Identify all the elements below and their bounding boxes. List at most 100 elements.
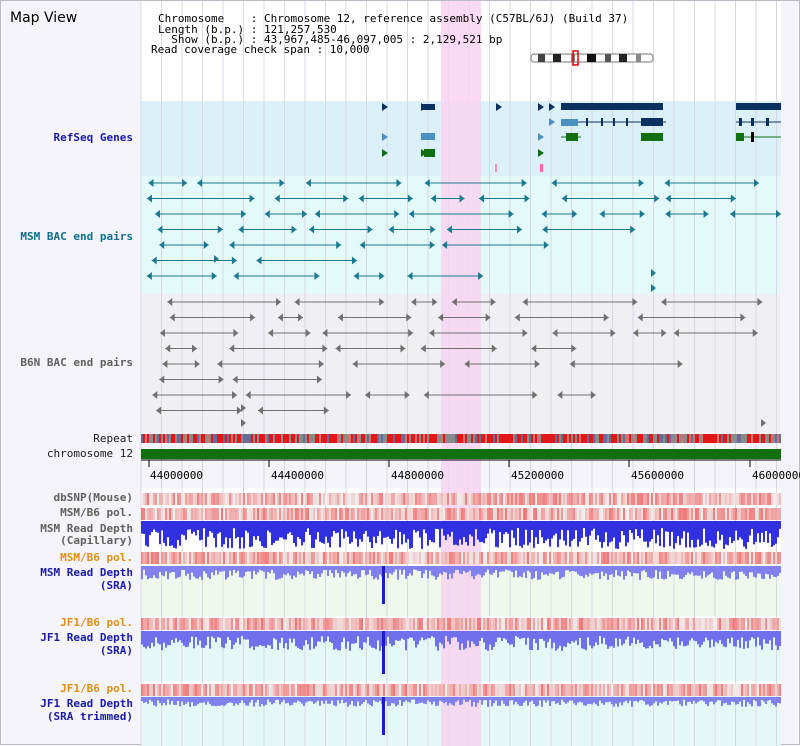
track-label-jf1-b6-pol[interactable]: JF1/B6 pol. xyxy=(60,616,133,629)
heat-cell xyxy=(495,508,497,520)
heat-cell xyxy=(609,493,611,505)
heat-cell xyxy=(277,618,279,630)
repeat-segment xyxy=(623,434,625,443)
heat-cell xyxy=(539,493,541,505)
track-label-jf1-depth-sra[interactable]: JF1 Read Depth xyxy=(40,631,133,644)
heat-cell xyxy=(451,493,453,505)
heat-cell xyxy=(469,618,471,630)
heat-cell xyxy=(573,684,575,696)
track-label-msm-depth-capillary[interactable]: MSM Read Depth xyxy=(40,522,133,535)
track-label-jf1-depth-trimmed[interactable]: JF1 Read Depth xyxy=(40,697,133,710)
heat-cell xyxy=(421,684,423,696)
ideogram-band xyxy=(538,54,545,62)
heat-cell xyxy=(675,493,677,505)
heat-cell xyxy=(325,618,327,630)
track-label-msm-b6-pol[interactable]: MSM/B6 pol. xyxy=(60,506,133,519)
heat-cell xyxy=(559,684,561,696)
heat-cell xyxy=(351,618,353,630)
depth-bar xyxy=(233,566,235,570)
msm-bac-end xyxy=(359,241,365,249)
heat-cell xyxy=(759,684,761,696)
heat-cell xyxy=(179,684,181,696)
track-label-jf1-b6-pol-2[interactable]: JF1/B6 pol. xyxy=(60,682,133,695)
track-label-dbsnp[interactable]: dbSNP(Mouse) xyxy=(53,491,133,504)
depth-bar xyxy=(393,521,395,539)
depth-bar xyxy=(759,631,761,646)
heat-cell xyxy=(779,552,781,564)
track-label-refseq[interactable]: RefSeq Genes xyxy=(53,131,133,144)
depth-bar xyxy=(519,631,521,640)
depth-bar xyxy=(363,521,365,534)
heat-cell xyxy=(405,508,407,520)
msm-bac-end xyxy=(572,210,578,218)
depth-bar xyxy=(777,697,779,703)
heat-cell xyxy=(341,684,343,696)
repeat-segment xyxy=(709,434,711,443)
heat-cell xyxy=(353,684,355,696)
track-label-msm-bac[interactable]: MSM BAC end pairs xyxy=(20,230,133,243)
b6n-bac-end xyxy=(522,329,528,337)
depth-bar xyxy=(709,566,711,575)
depth-bar xyxy=(571,631,573,642)
depth-bar xyxy=(333,697,335,706)
depth-bar xyxy=(407,631,409,639)
depth-bar xyxy=(375,521,377,544)
repeat-segment xyxy=(271,434,273,443)
repeat-segment xyxy=(517,434,519,443)
heat-cell xyxy=(629,618,631,630)
repeat-segment xyxy=(561,434,563,443)
repeat-segment xyxy=(259,434,261,443)
track-label-msm-depth-sra[interactable]: MSM Read Depth xyxy=(40,566,133,579)
track-label-msm-b6-pol-2[interactable]: MSM/B6 pol. xyxy=(60,551,133,564)
depth-bar xyxy=(481,521,483,542)
heat-cell xyxy=(397,508,399,520)
depth-bar xyxy=(431,697,433,705)
depth-bar xyxy=(501,697,503,701)
depth-bar xyxy=(267,566,269,572)
heat-cell xyxy=(215,552,217,564)
track-label-chromosome[interactable]: chromosome 12 xyxy=(46,447,133,460)
gene-arrow xyxy=(382,133,388,141)
heat-cell xyxy=(415,618,417,630)
heat-cell xyxy=(439,618,441,630)
depth-bar xyxy=(229,566,231,571)
depth-bar xyxy=(377,697,379,703)
repeat-segment xyxy=(337,434,339,443)
heat-cell xyxy=(661,684,663,696)
repeat-segment xyxy=(665,434,667,443)
heat-cell xyxy=(269,493,271,505)
depth-bar xyxy=(679,697,681,705)
heat-cell xyxy=(579,684,581,696)
repeat-segment xyxy=(447,434,449,443)
track-label-b6n-bac[interactable]: B6N BAC end pairs xyxy=(20,356,133,369)
heat-cell xyxy=(395,508,397,520)
heat-cell xyxy=(521,552,523,564)
track-label-repeat[interactable]: Repeat xyxy=(93,432,133,445)
depth-bar xyxy=(479,697,481,701)
heat-cell xyxy=(145,618,147,630)
depth-bar xyxy=(651,631,653,649)
repeat-segment xyxy=(589,434,591,443)
msm-bac-end xyxy=(256,256,262,265)
repeat-segment xyxy=(235,434,237,443)
heat-cell xyxy=(533,552,535,564)
msm-bac-end xyxy=(407,272,413,280)
heat-cell xyxy=(273,618,275,630)
repeat-segment xyxy=(583,434,585,443)
depth-bar xyxy=(421,631,423,638)
heat-cell xyxy=(313,618,315,630)
depth-bar xyxy=(497,697,499,706)
heat-cell xyxy=(665,493,667,505)
depth-bar xyxy=(359,631,361,649)
heat-cell xyxy=(173,552,175,564)
depth-bar xyxy=(471,566,473,577)
depth-bar xyxy=(459,697,461,705)
heat-cell xyxy=(595,508,597,520)
depth-bar xyxy=(291,521,293,536)
repeat-segment xyxy=(361,434,363,443)
heat-cell xyxy=(553,552,555,564)
heat-cell xyxy=(289,508,291,520)
depth-bar xyxy=(777,566,779,576)
heat-cell xyxy=(183,508,185,520)
